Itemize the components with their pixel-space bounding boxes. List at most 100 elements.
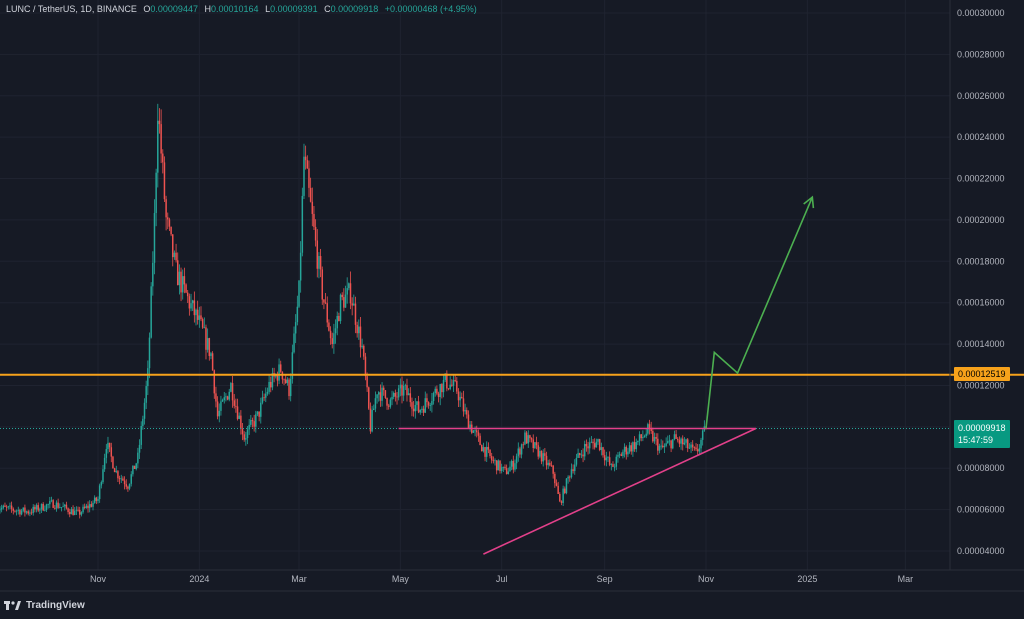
candle-body xyxy=(251,420,254,422)
candle-body xyxy=(578,453,581,456)
candle-body xyxy=(562,488,564,503)
candle-body xyxy=(118,478,121,480)
candle-body xyxy=(39,509,41,511)
candle-body xyxy=(186,292,189,297)
candle-body xyxy=(145,386,147,403)
candle-body xyxy=(701,430,704,440)
candle-body xyxy=(40,503,43,510)
candle-body xyxy=(69,512,71,515)
candle-body xyxy=(173,252,176,258)
candle-body xyxy=(434,388,436,394)
candle-body xyxy=(296,306,299,323)
candle-body xyxy=(162,153,164,163)
candle-body xyxy=(369,408,372,432)
candle-body xyxy=(632,442,634,452)
candle-body xyxy=(47,504,49,506)
candle-body xyxy=(582,454,584,457)
candle-body xyxy=(64,504,66,507)
candle-body xyxy=(220,401,222,411)
candle-body xyxy=(117,471,119,479)
candle-body xyxy=(570,469,573,478)
candle-body xyxy=(658,445,661,451)
symbol-label[interactable]: LUNC / TetherUS, 1D, BINANCE xyxy=(6,4,137,14)
candle-body xyxy=(293,333,295,353)
candle-body xyxy=(132,465,134,475)
candle-body xyxy=(318,256,320,269)
candle-body xyxy=(210,353,212,356)
candle-body xyxy=(271,372,274,388)
candle-body xyxy=(291,352,294,379)
candle-body xyxy=(163,162,166,200)
candle-body xyxy=(660,445,662,447)
x-tick-label: Jul xyxy=(496,574,508,584)
candle-body xyxy=(256,411,259,415)
candle-body xyxy=(396,396,398,398)
candle-body xyxy=(507,471,510,475)
candle-body xyxy=(457,391,460,401)
y-tick-label: 0.00030000 xyxy=(957,8,1005,18)
candle-body xyxy=(137,452,139,464)
candle-body xyxy=(30,512,33,514)
candle-body xyxy=(289,378,292,397)
candle-body xyxy=(539,450,541,457)
candle-body xyxy=(678,440,681,444)
triangle-bottom-line[interactable] xyxy=(483,427,757,555)
candle-body xyxy=(49,501,51,505)
candle-body xyxy=(361,345,363,348)
candle-body xyxy=(667,441,669,444)
candle-body xyxy=(230,383,232,392)
candle-body xyxy=(225,396,227,398)
candle-body xyxy=(485,446,488,457)
candle-body xyxy=(238,415,240,419)
candle-body xyxy=(495,460,498,471)
candle-body xyxy=(490,456,493,461)
candle-body xyxy=(374,398,377,409)
candle-body xyxy=(407,393,410,396)
candle-body xyxy=(2,505,5,508)
candle-body xyxy=(107,442,109,450)
candle-body xyxy=(572,469,574,472)
candle-body xyxy=(354,303,357,325)
candle-body xyxy=(150,286,152,338)
time-axis[interactable]: Nov 2024 Mar May Jul Sep Nov 2025 Mar xyxy=(0,569,1024,592)
x-tick-label: Mar xyxy=(291,574,307,584)
candle-body xyxy=(10,505,13,509)
candle-body xyxy=(512,460,515,470)
tradingview-logo[interactable]: TradingView xyxy=(4,600,85,611)
candle-body xyxy=(88,504,91,509)
candle-body xyxy=(607,457,609,459)
candle-body xyxy=(22,507,24,511)
candle-body xyxy=(392,392,395,397)
candle-body xyxy=(610,464,613,465)
candle-body xyxy=(105,449,108,458)
candles xyxy=(0,103,707,519)
candle-body xyxy=(695,447,697,450)
candle-body xyxy=(77,509,79,511)
candle-body xyxy=(554,473,556,484)
candle-body xyxy=(155,172,157,214)
candle-body xyxy=(42,503,44,511)
candle-body xyxy=(294,322,297,334)
candle-body xyxy=(226,396,229,400)
projection-path[interactable] xyxy=(705,196,814,429)
candle-body xyxy=(427,402,430,406)
candle-body xyxy=(404,385,407,387)
candle-body xyxy=(577,453,579,458)
candle-body xyxy=(466,410,468,415)
candle-body xyxy=(421,408,423,410)
open-value: 0.00009447 xyxy=(150,4,198,14)
candle-body xyxy=(299,252,302,281)
candle-body xyxy=(14,510,16,512)
candle-body xyxy=(201,319,204,328)
candle-body xyxy=(412,408,415,412)
candle-body xyxy=(688,447,691,449)
candle-body xyxy=(67,508,69,513)
candle-body xyxy=(500,467,503,472)
candle-body xyxy=(103,457,106,470)
candle-body xyxy=(673,434,676,440)
candle-body xyxy=(680,438,682,444)
candle-body xyxy=(102,469,104,483)
candle-body xyxy=(12,508,15,511)
candle-body xyxy=(316,240,319,269)
